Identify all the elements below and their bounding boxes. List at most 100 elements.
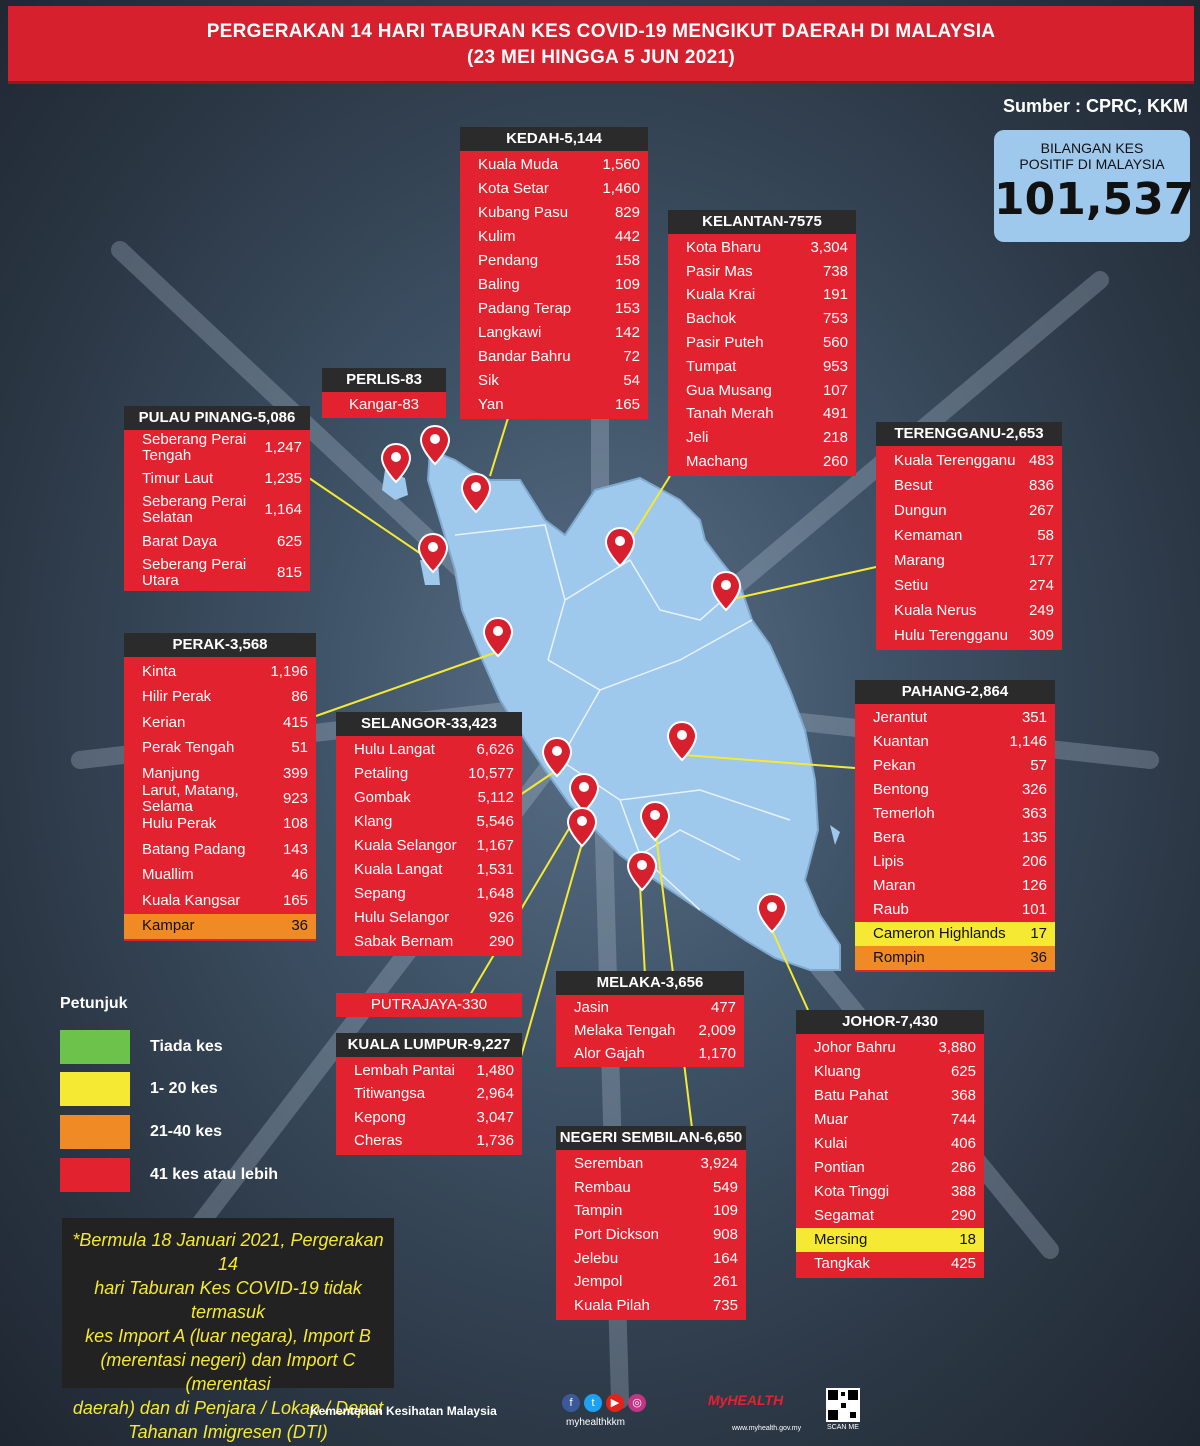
facebook-icon[interactable]: f xyxy=(562,1394,580,1412)
district-name: Sabak Bernam xyxy=(354,933,454,950)
district-cases: 191 xyxy=(822,286,848,304)
myhealth-url: www.myhealth.gov.my xyxy=(732,1425,802,1432)
district-row: Kulai 406 xyxy=(796,1132,984,1156)
district-row: Gombak 5,112 xyxy=(336,786,522,810)
district-row: Seberang Perai Utara 815 xyxy=(124,557,310,589)
district-row: Hilir Perak 86 xyxy=(124,684,316,709)
district-cases: 399 xyxy=(282,764,308,782)
district-name: Temerloh xyxy=(873,805,935,822)
district-row: Muar 744 xyxy=(796,1108,984,1132)
district-name: Petaling xyxy=(354,765,409,782)
district-cases: 72 xyxy=(623,348,640,365)
district-cases: 3,924 xyxy=(700,1154,738,1172)
district-name: Kluang xyxy=(814,1063,861,1080)
district-cases: 286 xyxy=(950,1159,976,1176)
ministry-name: Kementerian Kesihatan Malaysia xyxy=(310,1404,497,1418)
state-header: SELANGOR-33,423 xyxy=(336,712,522,736)
district-name: Gombak xyxy=(354,789,411,806)
instagram-icon[interactable]: ◎ xyxy=(628,1394,646,1412)
district-name: Klang xyxy=(354,813,393,830)
map-pin-icon xyxy=(711,571,741,611)
map-pin-icon xyxy=(605,527,635,567)
district-name: Kubang Pasu xyxy=(478,204,569,221)
district-cases: 829 xyxy=(614,204,640,221)
district-cases: 625 xyxy=(276,532,302,550)
district-row: Yan 165 xyxy=(460,393,648,417)
district-cases: 135 xyxy=(1021,829,1047,846)
district-name: Kampar xyxy=(142,917,195,935)
district-row: Perak Tengah 51 xyxy=(124,735,316,760)
legend-item-high: 41 kes atau lebih xyxy=(60,1158,278,1192)
district-name: Bera xyxy=(873,829,905,846)
penang-panel: PULAU PINANG-5,086 Seberang Perai Tengah 1… xyxy=(124,406,310,591)
district-row: Timur Laut 1,235 xyxy=(124,463,310,494)
district-cases: 923 xyxy=(282,789,308,807)
district-row: Petaling 10,577 xyxy=(336,762,522,786)
legend-label: 1- 20 kes xyxy=(150,1080,218,1097)
district-cases: 18 xyxy=(959,1231,976,1248)
district-cases: 177 xyxy=(1028,551,1054,569)
qr-code-icon[interactable] xyxy=(826,1388,860,1422)
district-name: Kinta xyxy=(142,662,177,680)
twitter-icon[interactable]: t xyxy=(584,1394,602,1412)
district-cases: 143 xyxy=(282,840,308,858)
page-title: PERGERAKAN 14 HARI TABURAN KES COVID-19 … xyxy=(8,6,1194,84)
district-name: Kepong xyxy=(354,1108,406,1126)
district-row: Machang 260 xyxy=(668,450,856,474)
district-name: Kuala Selangor xyxy=(354,837,457,854)
total-cases-box: BILANGAN KES POSITIF DI MALAYSIA 101,537 xyxy=(994,130,1194,242)
district-list: Johor Bahru 3,880 Kluang 625 Batu Pahat 368 Mu… xyxy=(796,1034,984,1278)
district-cases: 1,560 xyxy=(602,156,640,173)
legend-swatch xyxy=(60,1158,130,1192)
district-name: Rembau xyxy=(574,1178,631,1196)
district-row: Setiu 274 xyxy=(876,573,1062,598)
state-header: MELAKA-3,656 xyxy=(556,971,744,995)
district-row: Temerloh 363 xyxy=(855,802,1055,826)
district-cases: 158 xyxy=(614,252,640,269)
district-name: Kulim xyxy=(478,228,516,245)
legend-swatch xyxy=(60,1072,130,1106)
district-row: Kuala Terengganu 483 xyxy=(876,448,1062,473)
district-row: Jasin 477 xyxy=(556,997,744,1020)
district-row: Bentong 326 xyxy=(855,778,1055,802)
district-cases: 46 xyxy=(291,866,308,884)
district-name: Hulu Perak xyxy=(142,815,217,833)
district-cases: 108 xyxy=(282,815,308,833)
district-row: Langkawi 142 xyxy=(460,321,648,345)
district-name: Cameron Highlands xyxy=(873,925,1006,942)
district-name: Perak Tengah xyxy=(142,739,235,757)
district-name: Batang Padang xyxy=(142,840,246,858)
johor-panel: JOHOR-7,430 Johor Bahru 3,880 Kluang 625 Batu… xyxy=(796,1010,984,1278)
district-name: Yan xyxy=(478,396,504,413)
legend-swatch xyxy=(60,1030,130,1064)
perak-panel: PERAK-3,568 Kinta 1,196 Hilir Perak 86 Kerian… xyxy=(124,633,316,941)
district-row: Kuala Nerus 249 xyxy=(876,598,1062,623)
district-row: Baling 109 xyxy=(460,273,648,297)
district-name: Pasir Mas xyxy=(686,262,753,280)
state-header: NEGERI SEMBILAN-6,650 xyxy=(556,1126,746,1150)
district-cases: 1,146 xyxy=(1009,733,1047,750)
district-cases: 926 xyxy=(488,909,514,926)
district-cases: 491 xyxy=(822,405,848,423)
myhealth-logo: MyHEALTH xyxy=(708,1392,784,1408)
district-cases: 109 xyxy=(712,1202,738,1220)
district-row: Pasir Mas 738 xyxy=(668,260,856,284)
melaka-panel: MELAKA-3,656 Jasin 477 Melaka Tengah 2,009 Al… xyxy=(556,971,744,1067)
district-row: Barat Daya 625 xyxy=(124,526,310,557)
district-row: Padang Terap 153 xyxy=(460,297,648,321)
district-cases: 249 xyxy=(1028,601,1054,619)
selangor-panel: SELANGOR-33,423 Hulu Langat 6,626 Petaling 1… xyxy=(336,712,522,956)
district-name: Lipis xyxy=(873,853,904,870)
district-list: Kota Bharu 3,304 Pasir Mas 738 Kuala Krai 191… xyxy=(668,234,856,476)
district-row: Tampin 109 xyxy=(556,1199,746,1223)
kelantan-panel: KELANTAN-7575 Kota Bharu 3,304 Pasir Mas 738… xyxy=(668,210,856,476)
legend-swatch xyxy=(60,1115,130,1149)
district-name: Besut xyxy=(894,476,933,494)
legend-label: Tiada kes xyxy=(150,1038,223,1055)
map-pin-icon xyxy=(461,473,491,513)
district-list: Jasin 477 Melaka Tengah 2,009 Alor Gajah 1,17… xyxy=(556,995,744,1067)
youtube-icon[interactable]: ▶ xyxy=(606,1394,624,1412)
district-name: Pasir Puteh xyxy=(686,334,764,352)
district-name: Johor Bahru xyxy=(814,1039,896,1056)
district-list: Seremban 3,924 Rembau 549 Tampin 109 Port Dick… xyxy=(556,1150,746,1320)
